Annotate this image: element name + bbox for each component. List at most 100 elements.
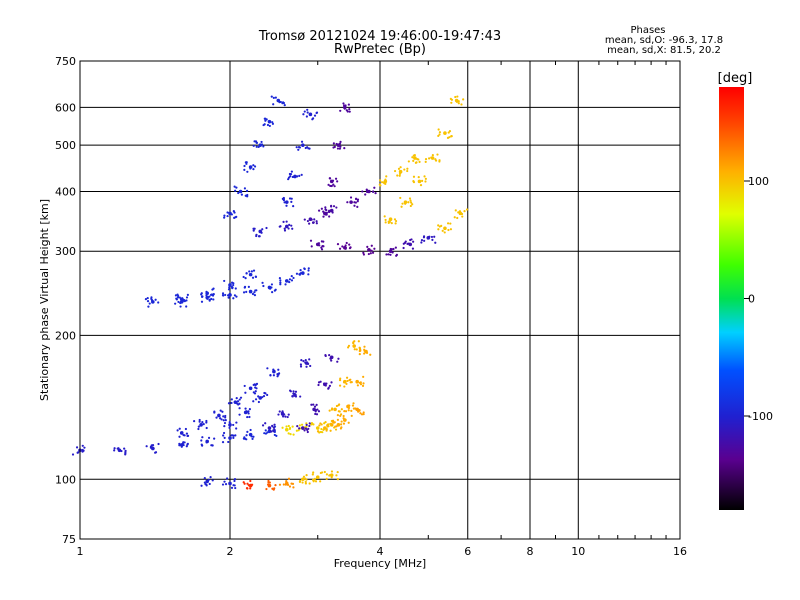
echo-point <box>287 413 290 416</box>
colorbar-tick-label: -100 <box>748 410 773 423</box>
echo-point <box>208 482 211 486</box>
echo-point <box>315 111 318 115</box>
echo-point <box>226 294 230 297</box>
echo-point <box>305 115 308 118</box>
echo-point <box>307 269 310 272</box>
echo-point <box>356 205 359 208</box>
echo-point <box>83 446 86 449</box>
echo-point <box>310 403 313 406</box>
echo-point <box>145 445 148 448</box>
echo-point <box>307 267 310 270</box>
echo-point <box>342 417 345 420</box>
echo-point <box>284 415 287 418</box>
echo-point <box>336 470 339 474</box>
echo-point <box>284 283 287 286</box>
echo-point <box>298 424 301 427</box>
echo-point <box>391 251 394 254</box>
echo-point <box>362 413 365 416</box>
echo-point <box>334 177 338 180</box>
echo-point <box>276 375 279 378</box>
echo-point <box>268 287 271 290</box>
echo-point <box>272 96 275 99</box>
echo-point <box>330 381 333 384</box>
echo-point <box>348 404 351 407</box>
echo-point <box>178 442 181 445</box>
echo-point <box>281 197 284 200</box>
echo-point <box>393 218 397 221</box>
echo-point <box>264 429 267 432</box>
echo-point <box>315 222 318 225</box>
echo-point <box>294 395 298 398</box>
echo-point <box>337 410 340 413</box>
echo-point <box>337 404 340 407</box>
echo-point <box>325 477 328 481</box>
colorbar-unit-label: [deg] <box>718 71 753 86</box>
echo-point <box>157 301 160 304</box>
echo-point <box>457 100 460 103</box>
echo-point <box>212 298 215 301</box>
echo-point <box>245 189 249 192</box>
echo-point <box>356 384 359 387</box>
echo-point <box>302 113 305 116</box>
echo-point <box>224 419 227 422</box>
echo-point <box>246 430 249 433</box>
echo-point <box>224 414 227 418</box>
echo-point <box>289 433 292 436</box>
echo-point <box>282 483 285 486</box>
echo-point <box>227 402 231 405</box>
echo-point <box>436 153 439 156</box>
echo-point <box>308 482 311 485</box>
echo-point <box>385 175 388 178</box>
echo-point <box>457 102 460 105</box>
echo-point <box>273 428 276 431</box>
echo-point <box>207 436 211 439</box>
echo-point <box>315 220 318 223</box>
x-axis-ticks: 1 2 4 6 8 10 16 <box>77 61 687 558</box>
echo-point <box>369 252 372 255</box>
echo-point <box>263 432 266 435</box>
echo-point <box>292 433 295 436</box>
echo-point <box>418 180 422 183</box>
echo-point <box>319 480 322 483</box>
echo-point <box>331 179 335 182</box>
echo-point <box>457 211 460 214</box>
echo-point <box>388 249 393 254</box>
echo-point <box>304 482 307 485</box>
echo-point <box>211 479 214 482</box>
echo-point <box>289 173 293 176</box>
echo-point <box>262 145 265 148</box>
echo-point <box>300 173 303 176</box>
echo-point <box>328 215 331 218</box>
echo-point <box>233 479 236 483</box>
echo-point <box>320 427 323 431</box>
echo-point <box>418 160 421 163</box>
echo-trace <box>331 345 372 430</box>
echo-point <box>238 413 241 416</box>
echo-point <box>152 447 155 450</box>
echo-point <box>255 289 258 292</box>
plot-frame <box>79 60 681 540</box>
echo-point <box>334 428 338 431</box>
echo-point <box>234 434 237 437</box>
echo-point <box>81 444 84 447</box>
echo-point <box>356 198 360 201</box>
echo-point <box>254 140 258 143</box>
echo-point <box>411 203 414 206</box>
echo-point <box>333 407 337 412</box>
echo-point <box>301 144 304 147</box>
echo-point <box>261 228 264 231</box>
echo-point <box>399 166 402 169</box>
echo-point <box>242 275 245 279</box>
echo-point <box>222 415 225 418</box>
echo-point <box>230 486 234 489</box>
echo-point <box>210 297 213 301</box>
echo-point <box>315 403 318 406</box>
echo-point <box>247 484 250 487</box>
echo-point <box>186 293 189 296</box>
echo-point <box>176 429 179 432</box>
echo-point <box>293 392 296 395</box>
echo-point <box>315 426 320 430</box>
echo-point <box>336 423 341 427</box>
echo-point <box>290 279 294 282</box>
echo-point <box>243 187 247 190</box>
